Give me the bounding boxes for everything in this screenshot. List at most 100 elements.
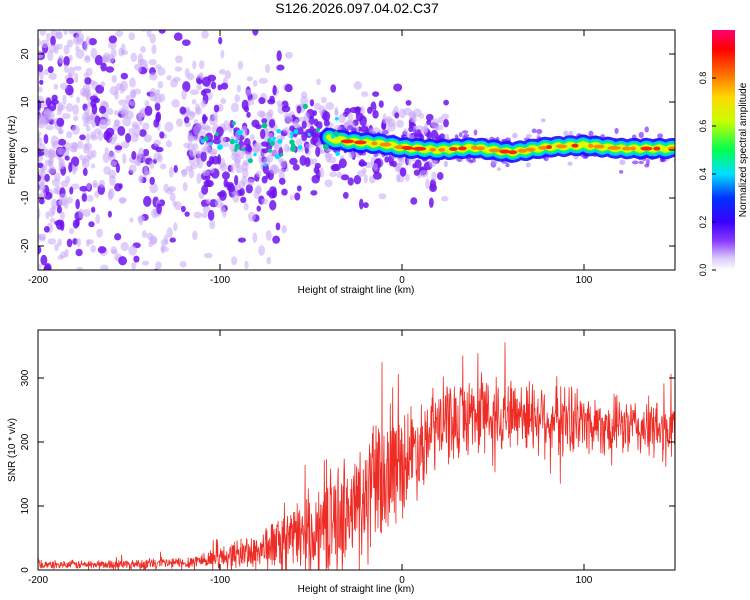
spectrogram-noise-blob [140,45,146,53]
spectrogram-noise-blob [320,96,327,104]
spectrogram-peak [488,148,503,153]
spectrogram-noise-blob [218,36,223,45]
spectrogram-noise-blob [387,122,396,132]
spectrogram-noise-blob [196,84,202,91]
spectrogram-noise-blob [173,32,183,41]
spectrogram-noise-blob [114,233,122,241]
spectrogram-band-blob [463,133,470,138]
spectrogram-noise-blob [304,156,311,168]
spectrogram-noise-blob [289,157,298,166]
spectrogram-noise-blob [28,125,35,133]
spectrogram-band-blob [413,133,418,139]
spectrogram-noise-blob [86,194,94,202]
spectrogram-band-blob [678,151,683,156]
spectrogram-noise-blob [56,43,63,50]
spectrogram-noise-blob [174,55,183,64]
spectrogram-sparkle [263,163,267,167]
spectrogram-noise-blob [28,41,35,46]
spectrogram-noise-blob [129,217,134,223]
spectrogram-noise-blob [255,123,262,130]
spectrogram-noise-blob [149,236,158,244]
spectrogram-sparkle [217,144,223,150]
spectrogram-sparkle [335,151,340,157]
spectrogram-noise-blob [30,23,39,30]
spectrogram-noise-blob [159,131,165,139]
spectrogram-noise-blob [259,111,265,119]
spectrogram-noise-blob [245,89,252,96]
spectrogram-noise-blob [43,133,49,144]
spectrogram-noise-blob [281,188,288,196]
spectrogram-sparkle [290,135,294,139]
spectrogram-noise-blob [378,193,387,200]
spectrogram-noise-blob [258,245,266,256]
spectrogram-noise-blob [70,183,80,190]
spectrogram-noise-blob [53,83,59,90]
spectrogram-noise-blob [241,175,247,186]
spectrogram-noise-blob [129,77,136,88]
spectrogram-noise-blob [410,197,418,205]
spectrogram-peak [588,143,594,148]
spectrogram-x-tick-label: 0 [399,275,405,286]
spectrogram-noise-blob [168,166,174,178]
snr-frame [37,329,676,571]
spectrogram-noise-blob [440,196,449,202]
spectrogram-noise-blob [26,258,33,266]
spectrogram-noise-blob [172,200,178,207]
spectrogram-noise-blob [39,79,44,85]
spectrogram-noise-blob [196,157,201,165]
spectrogram-noise-blob [29,78,34,85]
spectrogram-y-tick-label: 20 [20,48,31,60]
spectrogram-noise-blob [148,59,157,66]
spectrogram-noise-blob [38,183,39,188]
spectrogram-noise-blob [38,146,39,149]
spectrogram-noise-blob [261,198,269,205]
spectrogram-x-tick-label: -200 [28,275,48,286]
spectrogram-noise-blob [69,186,74,195]
spectrogram-noise-blob [52,178,60,187]
spectrogram-noise-blob [239,188,245,196]
spectrogram-noise-blob [72,104,79,116]
spectrogram-noise-blob [202,88,212,94]
spectrogram-noise-blob [210,81,217,90]
spectrogram-noise-blob [131,261,137,270]
spectrogram-noise-blob [437,116,444,124]
spectrogram-noise-blob [241,161,249,172]
spectrogram-noise-blob [34,131,38,136]
spectrogram-noise-blob [128,245,138,256]
spectrogram-noise-blob [115,30,124,37]
spectrogram-noise-blob [29,66,36,76]
spectrogram-noise-blob [179,260,187,268]
spectrogram-noise-blob [373,162,379,171]
spectrogram-noise-blob [443,118,449,128]
spectrogram-noise-blob [54,243,59,252]
spectrogram-noise-blob [155,261,162,270]
spectrogram-noise-blob [59,193,68,201]
spectrogram-noise-blob [310,190,318,196]
spectrogram-noise-blob [119,80,128,92]
spectrogram-sparkle [234,143,241,150]
spectrogram-band-blob [677,133,681,138]
spectrogram-noise-blob [171,99,180,108]
spectrogram-noise-blob [189,148,197,158]
spectrogram-noise-blob [219,136,227,143]
spectrogram-noise-blob [246,76,253,82]
spectrogram-noise-blob [301,131,308,142]
spectrogram-band-blob [619,159,626,166]
spectrogram-noise-blob [56,205,63,214]
spectrogram-noise-blob [92,179,98,188]
spectrogram-noise-blob [227,183,236,193]
spectrogram-noise-blob [50,35,56,47]
spectrogram-noise-blob [203,252,213,259]
spectrogram-noise-blob [157,67,166,76]
spectrogram-noise-blob [265,230,272,241]
spectrogram-noise-blob [32,139,36,148]
spectrogram-band-blob [381,129,389,135]
spectrogram-noise-blob [260,128,266,140]
spectrogram-noise-blob [277,168,286,174]
spectrogram-noise-blob [244,260,249,269]
spectrogram-noise-blob [189,89,199,96]
spectrogram-peak [340,139,355,144]
spectrogram-noise-blob [76,96,81,104]
spectrogram-noise-blob [316,78,321,85]
